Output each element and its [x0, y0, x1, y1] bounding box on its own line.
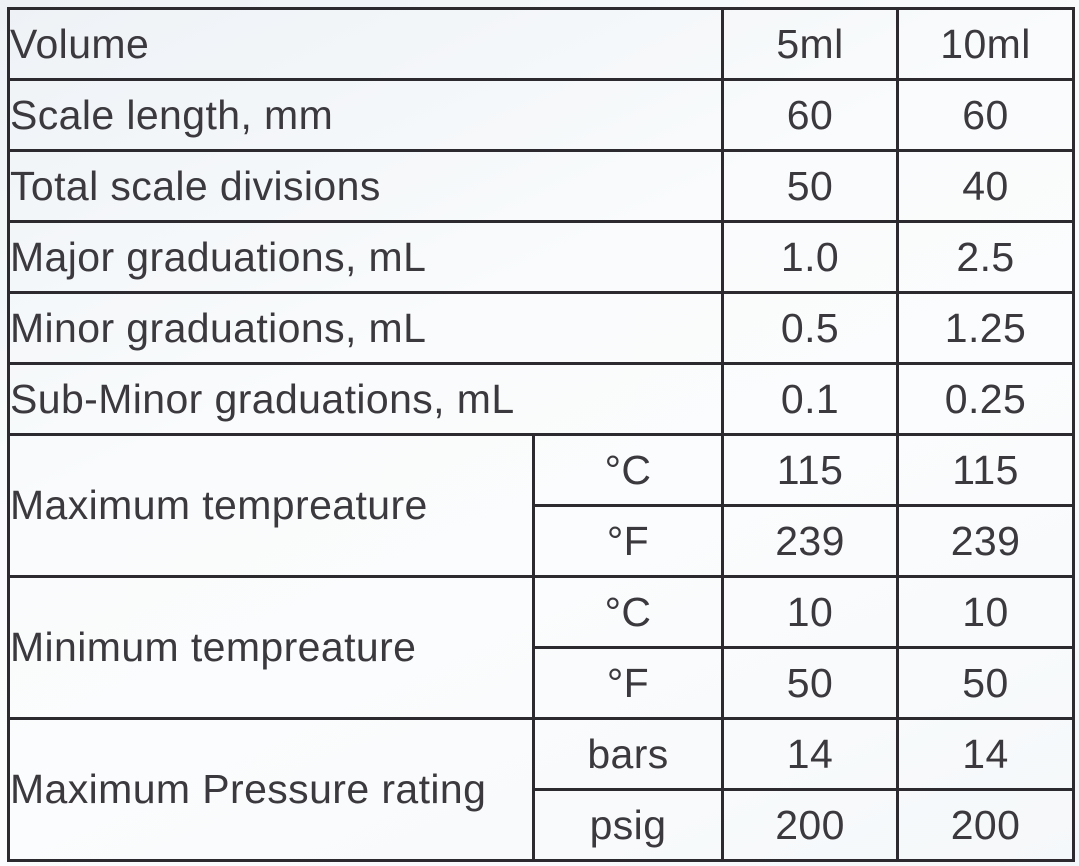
- cell-pressure-bars-5ml: 14: [721, 717, 899, 791]
- cell-major-graduations-5ml: 1.0: [721, 220, 899, 294]
- cell-pressure-bars-10ml: 14: [896, 717, 1075, 791]
- cell-subminor-graduations-5ml: 0.1: [721, 362, 899, 436]
- cell-pressure-psig-5ml: 200: [721, 788, 899, 862]
- row-label-scale-length: Scale length, mm: [7, 78, 724, 152]
- unit-pressure-bars: bars: [532, 717, 724, 791]
- column-header-10ml: 10ml: [896, 7, 1075, 81]
- cell-min-temp-f-10ml: 50: [896, 646, 1075, 720]
- row-label-total-divisions: Total scale divisions: [7, 149, 724, 223]
- table-row-total-divisions: Total scale divisions 50 40: [7, 149, 1075, 223]
- cell-max-temp-f-10ml: 239: [896, 504, 1075, 578]
- unit-min-temp-fahrenheit: °F: [532, 646, 724, 720]
- cell-max-temp-f-5ml: 239: [721, 504, 899, 578]
- row-label-minor-graduations: Minor graduations, mL: [7, 291, 724, 365]
- row-label-max-temperature: Maximum tempreature: [7, 433, 535, 578]
- row-label-max-pressure: Maximum Pressure rating: [7, 717, 535, 862]
- table-row-min-temp-c: Minimum tempreature °C 10 10: [7, 575, 1075, 720]
- cell-min-temp-f-5ml: 50: [721, 646, 899, 720]
- cell-scale-length-10ml: 60: [896, 78, 1075, 152]
- table-row-subminor-graduations: Sub-Minor graduations, mL 0.1 0.25: [7, 362, 1075, 436]
- table-row-max-temp-c: Maximum tempreature °C 115 115: [7, 433, 1075, 578]
- cell-max-temp-c-5ml: 115: [721, 433, 899, 507]
- table-row-pressure-psig: psig 200 200: [9, 788, 1075, 862]
- cell-min-temp-c-5ml: 10: [721, 575, 899, 649]
- row-label-volume: Volume: [7, 7, 724, 81]
- unit-min-temp-celsius: °C: [532, 575, 724, 649]
- table-row-major-graduations: Major graduations, mL 1.0 2.5: [7, 220, 1075, 294]
- cell-min-temp-c-10ml: 10: [896, 575, 1075, 649]
- row-label-min-temperature: Minimum tempreature: [7, 575, 535, 720]
- cell-minor-graduations-5ml: 0.5: [721, 291, 899, 365]
- unit-pressure-psig: psig: [532, 788, 724, 862]
- table-row-minor-graduations: Minor graduations, mL 0.5 1.25: [7, 291, 1075, 365]
- row-label-subminor-graduations: Sub-Minor graduations, mL: [7, 362, 724, 436]
- unit-max-temp-fahrenheit: °F: [532, 504, 724, 578]
- cell-major-graduations-10ml: 2.5: [896, 220, 1075, 294]
- table-row-pressure-bars: Maximum Pressure rating bars 14 14: [7, 717, 1075, 862]
- cell-total-divisions-5ml: 50: [721, 149, 899, 223]
- unit-max-temp-celsius: °C: [532, 433, 724, 507]
- specification-table: Volume 5ml 10ml Scale length, mm 60 60 T…: [7, 7, 1075, 862]
- column-header-5ml: 5ml: [721, 7, 899, 81]
- cell-max-temp-c-10ml: 115: [896, 433, 1075, 507]
- table-row-min-temp-f: °F 50 50: [9, 646, 1075, 720]
- cell-scale-length-5ml: 60: [721, 78, 899, 152]
- cell-pressure-psig-10ml: 200: [896, 788, 1075, 862]
- cell-total-divisions-10ml: 40: [896, 149, 1075, 223]
- table-row-scale-length: Scale length, mm 60 60: [7, 78, 1075, 152]
- cell-subminor-graduations-10ml: 0.25: [896, 362, 1075, 436]
- table-row-max-temp-f: °F 239 239: [9, 504, 1075, 578]
- table-row-volume: Volume 5ml 10ml: [7, 7, 1075, 81]
- cell-minor-graduations-10ml: 1.25: [896, 291, 1075, 365]
- row-label-major-graduations: Major graduations, mL: [7, 220, 724, 294]
